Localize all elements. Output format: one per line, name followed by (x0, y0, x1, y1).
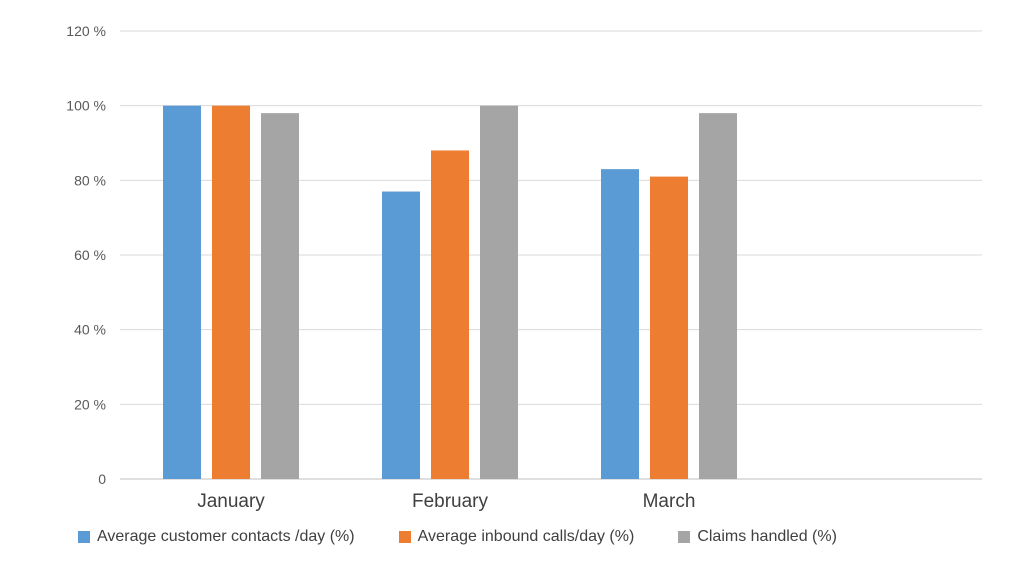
legend-swatch (398, 531, 411, 543)
y-tick-label: 60 % (74, 247, 106, 263)
y-tick-label: 40 % (74, 322, 106, 338)
category-label: February (412, 491, 489, 512)
y-tick-label: 20 % (74, 396, 106, 412)
bar-february-series-1 (431, 150, 469, 479)
bar-march-series-0 (601, 169, 639, 479)
bar-february-series-0 (382, 191, 420, 480)
bar-march-series-1 (650, 176, 688, 479)
bar-january-series-1 (212, 105, 250, 480)
legend-swatch (78, 531, 90, 543)
bar-january-series-0 (163, 105, 201, 480)
category-label: January (197, 491, 265, 512)
y-tick-label: 0 (98, 471, 106, 487)
legend-swatch (678, 531, 691, 543)
y-tick-label: 100 % (66, 98, 106, 114)
bar-february-series-2 (480, 105, 518, 480)
legend-item-claims: Claims handled (%) (678, 528, 837, 546)
x-axis-categories: January February March (197, 491, 695, 512)
y-axis-ticks: 0 20 % 40 % 60 % 80 % 100 % 120 % (66, 23, 106, 487)
category-label: March (643, 491, 696, 512)
y-tick-label: 80 % (74, 172, 106, 188)
bar-january-series-2 (261, 113, 299, 479)
legend-label: Average customer contacts /day (%) (97, 528, 355, 545)
bars (163, 105, 737, 480)
legend: Average customer contacts /day (%) Avera… (78, 528, 881, 546)
legend-item-contacts: Average customer contacts /day (%) (78, 528, 355, 546)
legend-label: Average inbound calls/day (%) (417, 528, 635, 545)
bar-march-series-2 (699, 113, 737, 479)
legend-item-inbound-calls: Average inbound calls/day (%) (398, 528, 635, 546)
y-tick-label: 120 % (66, 23, 106, 39)
legend-label: Claims handled (%) (697, 528, 837, 545)
